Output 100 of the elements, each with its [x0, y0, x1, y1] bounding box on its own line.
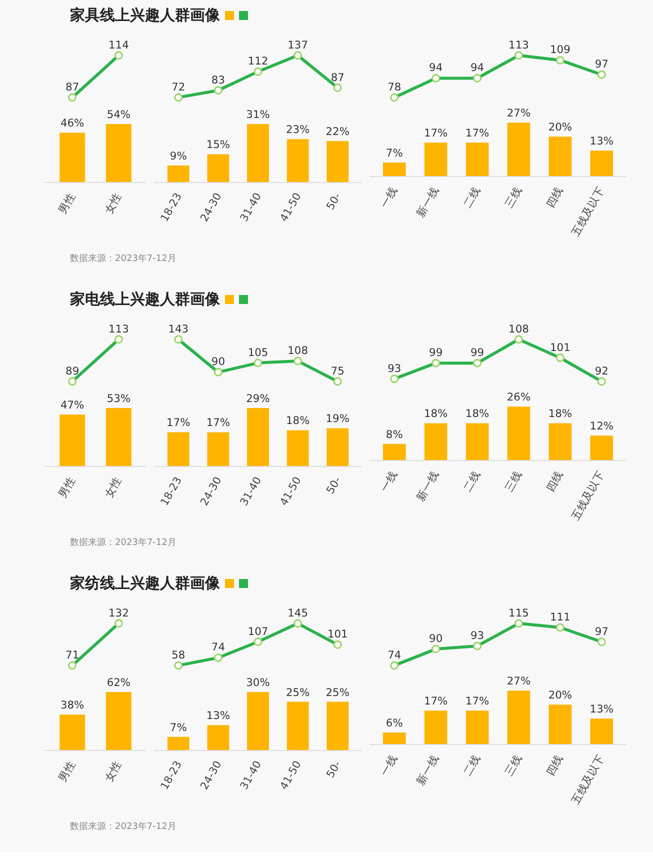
- bar: [590, 718, 614, 744]
- bar: [548, 423, 572, 460]
- data-label: 8%: [386, 428, 403, 441]
- data-label: 99: [470, 346, 484, 360]
- data-label: 17%: [206, 416, 230, 430]
- bar: [507, 406, 530, 460]
- bar: [247, 124, 269, 182]
- bar: [286, 430, 309, 466]
- bar: [548, 136, 572, 176]
- bar: [466, 423, 489, 460]
- bar: [167, 166, 190, 182]
- data-label: 109: [550, 43, 571, 56]
- bar: [382, 732, 406, 744]
- x-tick-label: 五线及以下: [568, 184, 608, 238]
- data-label: 13%: [590, 134, 614, 148]
- data-label: 17%: [465, 694, 490, 708]
- bar: [466, 142, 489, 176]
- x-tick-label: 五线及以下: [568, 752, 608, 806]
- data-label: 115: [508, 606, 529, 620]
- data-label: 92: [594, 364, 608, 378]
- data-label: 97: [594, 624, 608, 638]
- x-tick-label: 新一线: [414, 752, 442, 788]
- bar: [424, 423, 448, 460]
- data-label: 145: [288, 606, 308, 620]
- data-label: 78: [388, 80, 402, 94]
- data-label: 97: [594, 58, 608, 71]
- source-note: 数据来源：2023年7-12月: [70, 822, 176, 832]
- data-label: 6%: [386, 716, 403, 730]
- bar: [167, 736, 190, 750]
- data-label: 25%: [326, 686, 350, 699]
- x-tick-label: 三线: [502, 752, 524, 778]
- data-label: 74: [388, 648, 402, 662]
- data-label: 19%: [326, 412, 350, 426]
- x-tick-label: 新一线: [414, 468, 442, 504]
- data-label: 94: [470, 61, 484, 74]
- data-label: 9%: [170, 150, 187, 163]
- x-tick-label: 一线: [378, 468, 400, 494]
- x-tick-label: 三线: [502, 184, 524, 210]
- bar: [326, 428, 349, 466]
- data-label: 17%: [166, 416, 190, 430]
- x-tick-label: 新一线: [414, 184, 442, 220]
- bar: [247, 408, 269, 466]
- data-label: 20%: [548, 120, 572, 134]
- data-label: 18%: [465, 407, 490, 420]
- data-label: 108: [508, 322, 530, 336]
- data-label: 75: [330, 364, 344, 378]
- data-label: 29%: [246, 392, 270, 406]
- bar: [326, 141, 349, 182]
- data-label: 143: [168, 322, 189, 336]
- bar: [326, 702, 349, 750]
- x-tick-label: 四线: [544, 184, 566, 210]
- x-tick-label: 二线: [460, 184, 483, 210]
- data-label: 27%: [506, 106, 531, 120]
- data-label: 38%: [60, 698, 84, 712]
- data-label: 30%: [246, 676, 270, 690]
- data-label: 99: [429, 346, 443, 360]
- data-label: 72: [172, 80, 186, 94]
- bar: [590, 150, 614, 176]
- data-label: 15%: [206, 138, 230, 152]
- data-label: 90: [211, 355, 226, 368]
- data-label: 7%: [386, 146, 403, 160]
- data-label: 53%: [106, 392, 131, 406]
- bar: [424, 710, 448, 744]
- data-label: 46%: [60, 116, 84, 130]
- data-label: 13%: [590, 702, 614, 716]
- data-label: 101: [327, 628, 348, 641]
- data-label: 93: [388, 362, 402, 375]
- data-label: 108: [288, 344, 308, 358]
- bar: [167, 432, 190, 466]
- data-label: 23%: [286, 123, 310, 136]
- x-tick-label: 四线: [544, 752, 566, 778]
- data-label: 87: [66, 80, 80, 94]
- bar: [548, 704, 572, 744]
- data-label: 17%: [424, 694, 448, 708]
- bar: [207, 154, 230, 182]
- bar: [590, 436, 614, 460]
- data-label: 87: [330, 70, 344, 84]
- data-label: 112: [248, 54, 268, 68]
- data-label: 27%: [506, 674, 531, 688]
- x-tick-label: 二线: [460, 468, 483, 494]
- source-note: 数据来源：2023年7-12月: [70, 538, 176, 548]
- data-label: 113: [108, 322, 129, 336]
- data-label: 114: [108, 38, 130, 52]
- bar: [286, 139, 309, 182]
- bar: [382, 444, 406, 460]
- data-label: 101: [550, 340, 570, 354]
- bar: [207, 432, 230, 466]
- bar: [247, 692, 269, 750]
- data-label: 54%: [106, 108, 131, 122]
- x-tick-label: 一线: [378, 752, 400, 778]
- data-label: 90: [429, 632, 443, 646]
- data-label: 137: [288, 38, 308, 52]
- x-tick-label: 二线: [460, 752, 483, 778]
- chart-title: 家具线上兴趣人群画像: [70, 6, 220, 24]
- x-tick-label: 男性: [56, 474, 78, 500]
- data-label: 47%: [60, 398, 84, 412]
- data-label: 113: [508, 38, 529, 52]
- bar: [466, 710, 489, 744]
- data-label: 74: [211, 640, 226, 654]
- data-label: 26%: [506, 390, 531, 404]
